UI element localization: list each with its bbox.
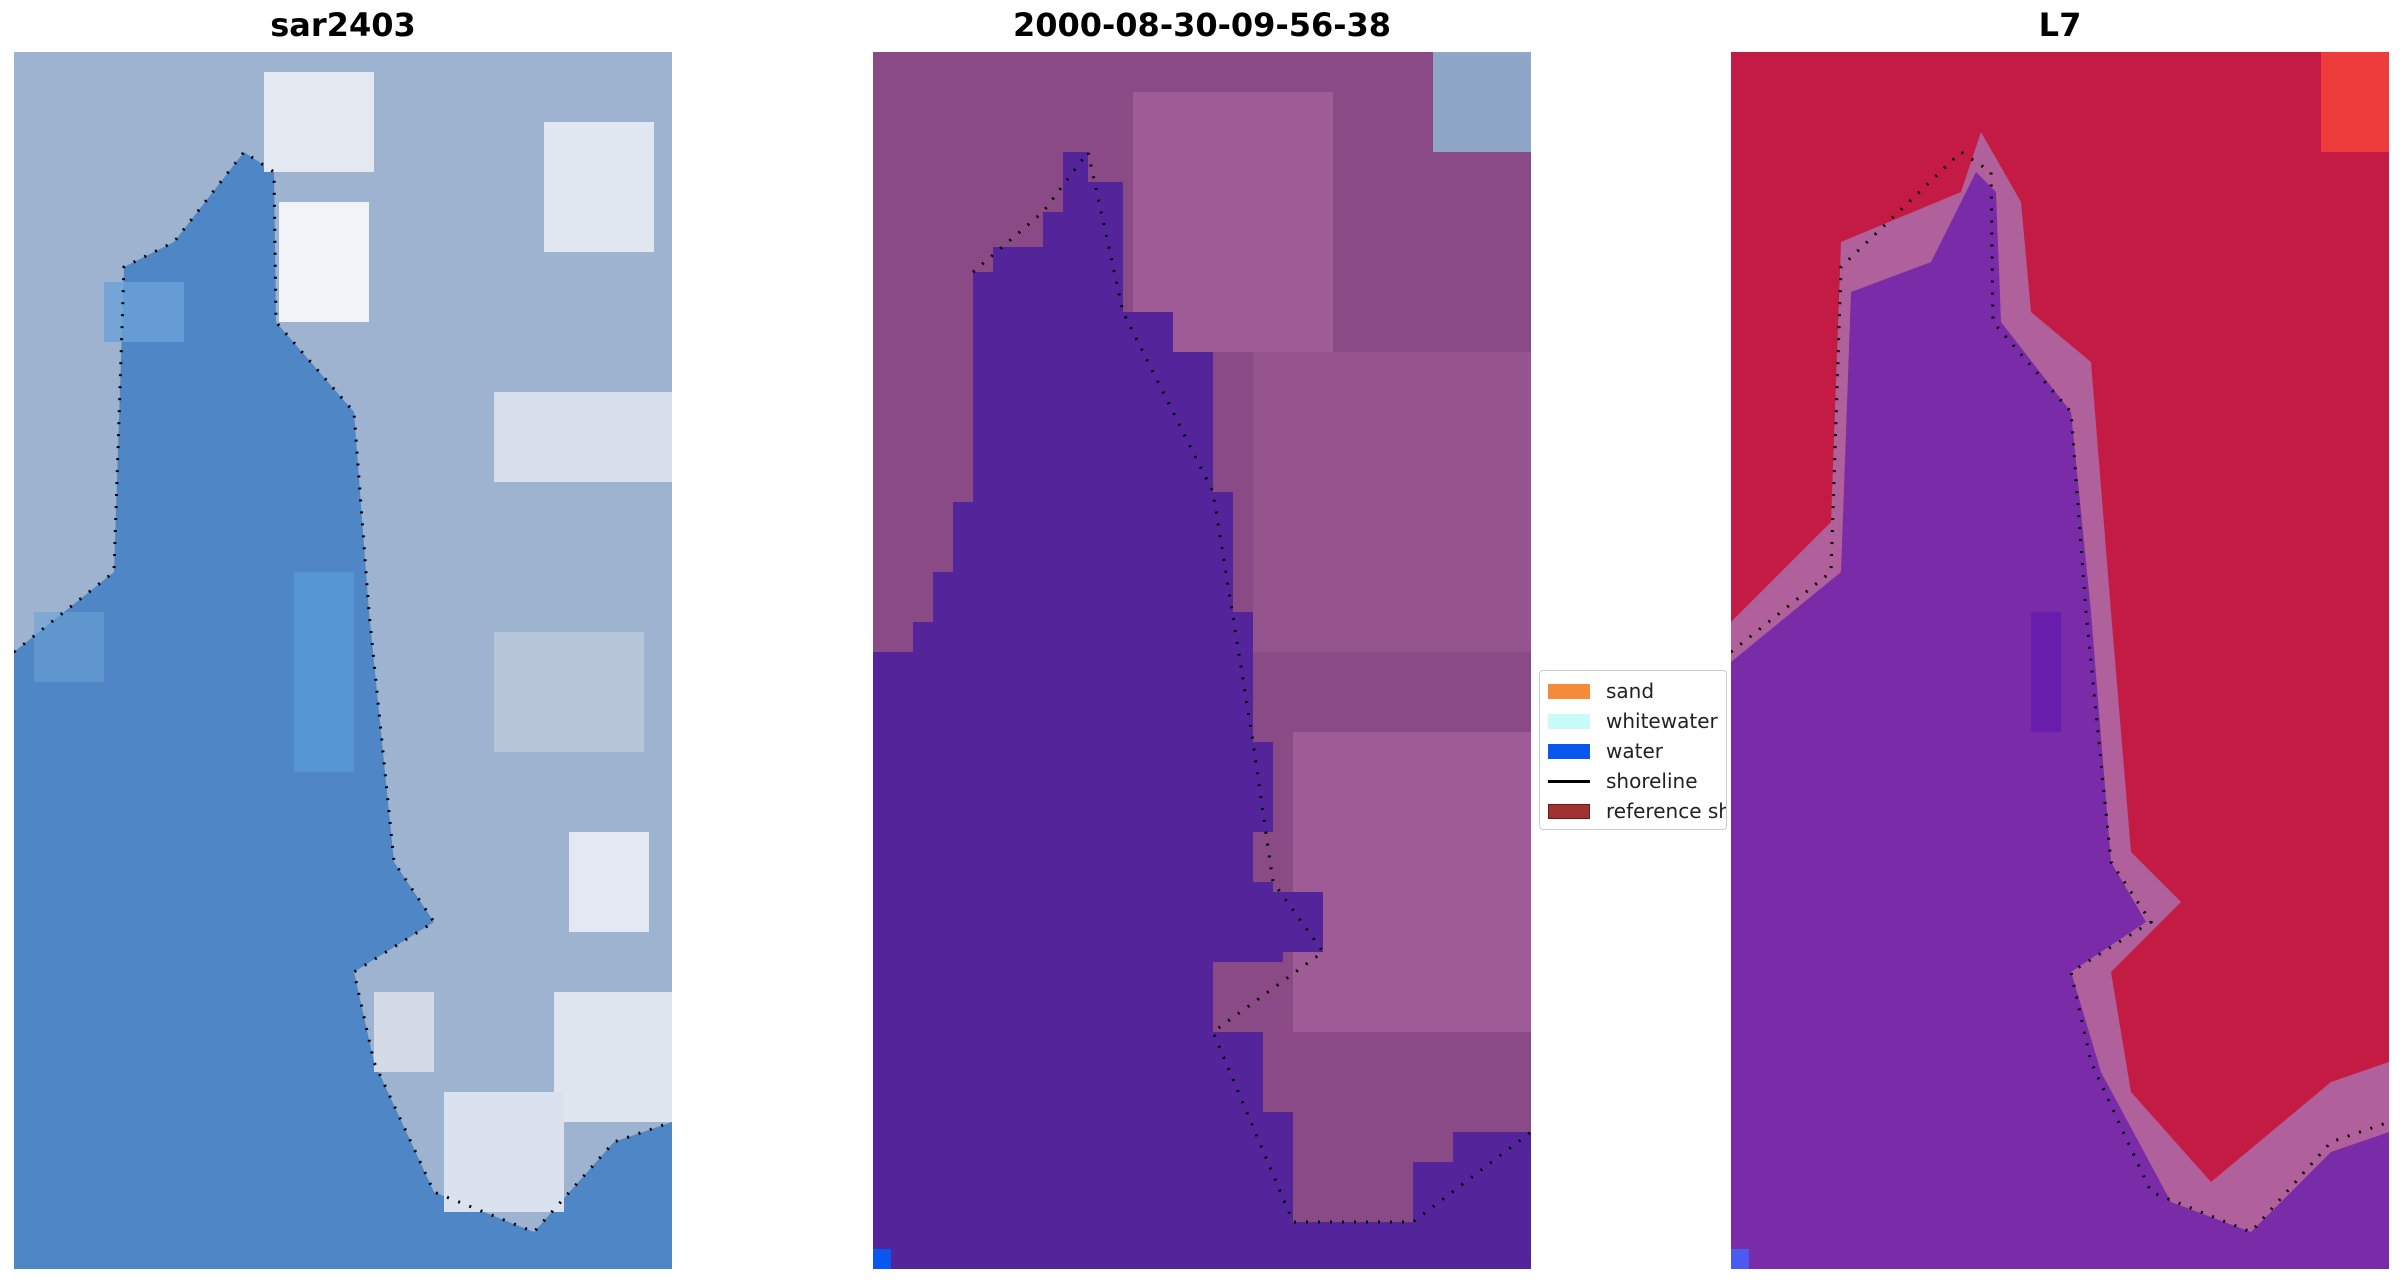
panel-title-index: L7 (2038, 6, 2082, 44)
legend-label-water: water (1606, 739, 1663, 763)
legend: sand whitewater water shoreline referenc… (1539, 670, 1727, 830)
legend-item-water: water (1548, 739, 1663, 763)
panel-title-rgb: sar2403 (270, 6, 416, 44)
panel-index: L7 (1731, 0, 2389, 1283)
legend-label-sand: sand (1606, 679, 1655, 703)
panel-classified: 2000-08-30-09-56-38 (873, 0, 1531, 1283)
panel-title-classified: 2000-08-30-09-56-38 (1012, 6, 1392, 44)
legend-item-whitewater: whitewater (1548, 709, 1718, 733)
legend-label-whitewater: whitewater (1606, 709, 1718, 733)
legend-patch-reference-shoreline (1548, 803, 1590, 819)
legend-patch-whitewater (1548, 713, 1590, 729)
classified-image (873, 52, 1531, 1269)
legend-label-shoreline: shoreline (1606, 769, 1698, 793)
legend-line-shoreline (1548, 779, 1590, 783)
legend-item-reference-shoreline: reference shoreline (1548, 799, 1726, 823)
legend-patch-sand (1548, 683, 1590, 699)
index-image (1731, 52, 2389, 1269)
legend-label-reference-shoreline: reference shoreline (1606, 799, 1726, 823)
legend-item-shoreline: shoreline (1548, 769, 1698, 793)
legend-item-sand: sand (1548, 679, 1654, 703)
panel-rgb: sar2403 (14, 0, 672, 1283)
rgb-image (14, 52, 672, 1269)
legend-patch-water (1548, 743, 1590, 759)
